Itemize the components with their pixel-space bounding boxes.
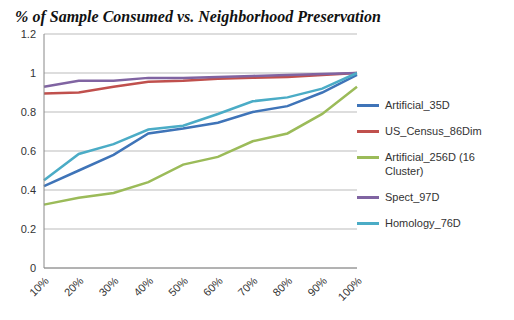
svg-text:50%: 50% <box>166 274 190 298</box>
svg-text:1.2: 1.2 <box>21 28 36 40</box>
html-text:US_Census_86Dim: US_Census_86Dim <box>385 125 482 137</box>
svg-text:0: 0 <box>30 262 36 274</box>
svg-text:10%: 10% <box>27 274 51 298</box>
svg-text:0.8: 0.8 <box>21 106 36 118</box>
html-text:% of Sample Consumed vs. Neigh: % of Sample Consumed vs. Neighborhood Pr… <box>15 8 381 25</box>
svg-text:70%: 70% <box>236 274 260 298</box>
svg-text:20%: 20% <box>62 274 86 298</box>
html-text:Homology_76D: Homology_76D <box>385 217 461 229</box>
svg-text:80%: 80% <box>270 274 294 298</box>
html-text:Artificial_35D: Artificial_35D <box>385 99 450 111</box>
svg-text:30%: 30% <box>96 274 120 298</box>
svg-text:90%: 90% <box>305 274 329 298</box>
svg-text:100%: 100% <box>336 274 365 303</box>
html-text:Spect_97D: Spect_97D <box>385 191 440 203</box>
svg-text:60%: 60% <box>201 274 225 298</box>
svg-text:0.2: 0.2 <box>21 223 36 235</box>
svg-text:0.6: 0.6 <box>21 145 36 157</box>
svg-text:40%: 40% <box>131 274 155 298</box>
svg-text:1: 1 <box>30 67 36 79</box>
svg-text:0.4: 0.4 <box>21 184 36 196</box>
html-text:Artificial_256D (16 Cluster): Artificial_256D (16 Cluster) <box>385 151 475 177</box>
